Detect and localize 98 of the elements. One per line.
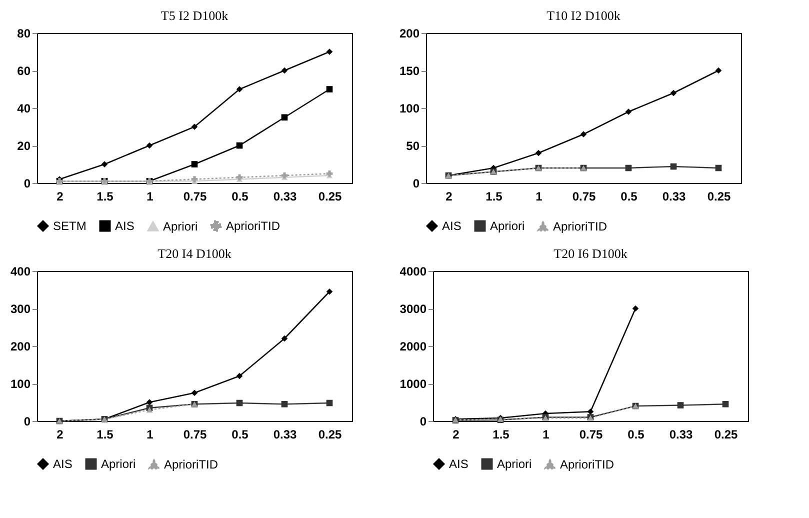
legend-label: AIS [442,219,462,233]
point [281,172,288,179]
x-tick-label: 1.5 [492,428,510,442]
x-tick-label: 1.5 [96,428,114,442]
x-tick-label: 1 [542,428,550,442]
point [670,90,677,96]
point [146,407,153,412]
y-tick-label: 200 [399,26,420,40]
legend-label: Apriori [163,219,198,234]
x-tick-label: 0.25 [318,428,342,442]
x-tick-label: 0.75 [183,190,207,204]
point [236,400,243,406]
chart-title: T10 I2 D100k [546,8,621,23]
point [326,48,333,55]
point [236,86,243,92]
x-tick-label: 2 [56,428,64,442]
x-tick-label: 0.33 [662,190,686,204]
y-tick-label: 20 [17,139,31,153]
x-tick-label: 0.33 [669,428,693,442]
y-tick-label: 4000 [400,264,427,278]
x-tick-label: 0.5 [628,428,645,442]
x-tick-label: 1 [146,428,154,442]
chart-title: T5 I2 D100k [160,8,229,23]
y-tick-label: 0 [420,414,427,428]
y-tick-label: 1000 [400,377,427,391]
point [326,288,333,295]
point [625,108,632,115]
y-tick-label: 300 [10,302,31,316]
y-tick-label: 0 [412,176,420,190]
point [281,335,288,342]
point [191,124,198,130]
y-tick-label: 150 [399,64,420,78]
legend-label: Apriori [490,219,525,233]
y-tick-label: 80 [17,26,31,40]
legend-label: AprioriTID [560,457,614,472]
x-tick-label: 0.5 [232,428,249,442]
point [722,400,729,408]
y-tick-label: 50 [406,139,420,153]
point [715,67,722,74]
x-tick-label: 0.25 [318,190,342,204]
x-tick-label: 1 [536,190,543,204]
point [236,372,243,380]
point [191,161,198,168]
x-tick-label: 0.25 [707,190,731,204]
y-tick-label: 0 [24,414,31,428]
legend-label: Apriori [101,457,136,471]
y-tick-label: 100 [10,377,31,391]
point [326,170,333,177]
chart-title: T20 I4 D100k [158,246,232,261]
x-tick-label: 1.5 [486,190,503,204]
y-tick-label: 200 [10,340,31,354]
y-tick-label: 60 [17,64,31,78]
legend-label: AIS [53,457,72,471]
point [715,164,722,172]
x-tick-label: 2 [452,428,460,442]
point [236,142,243,149]
x-tick-label: 0.75 [183,428,207,442]
y-tick-label: 400 [10,264,31,278]
y-tick-label: 100 [399,102,420,116]
point [326,86,333,92]
point [632,305,639,312]
point [101,161,108,168]
legend-label: AIS [449,457,468,471]
legend-label: AprioriTID [553,219,608,234]
x-tick-label: 2 [446,190,453,204]
legend-label: AIS [115,219,134,233]
x-tick-label: 0.33 [273,190,297,204]
point [281,400,288,408]
legend-label: AprioriTID [226,219,280,233]
point [191,390,198,396]
point [326,400,333,406]
x-tick-label: 0.33 [273,428,297,442]
legend-label: SETM [53,219,86,233]
point [281,114,288,121]
point [236,174,243,181]
x-tick-label: 1.5 [96,190,114,204]
legend-label: AprioriTID [164,457,218,472]
x-tick-label: 0.5 [232,190,249,204]
point [625,164,632,172]
point [587,408,594,415]
point [535,150,542,156]
y-tick-label: 3000 [400,302,427,316]
point [146,142,153,149]
point [670,163,677,170]
point [281,67,288,74]
x-tick-label: 1 [146,190,154,204]
x-tick-label: 2 [56,190,64,204]
x-tick-label: 0.25 [714,428,738,442]
point [580,131,587,138]
x-tick-label: 0.75 [579,428,603,442]
chart-title: T20 I6 D100k [554,246,628,261]
y-tick-label: 0 [24,176,31,190]
y-tick-label: 2000 [400,340,427,354]
x-tick-label: 0.5 [620,190,638,204]
y-tick-label: 40 [17,102,31,116]
point [677,402,684,408]
legend-label: Apriori [497,457,532,471]
x-tick-label: 0.75 [572,190,596,204]
